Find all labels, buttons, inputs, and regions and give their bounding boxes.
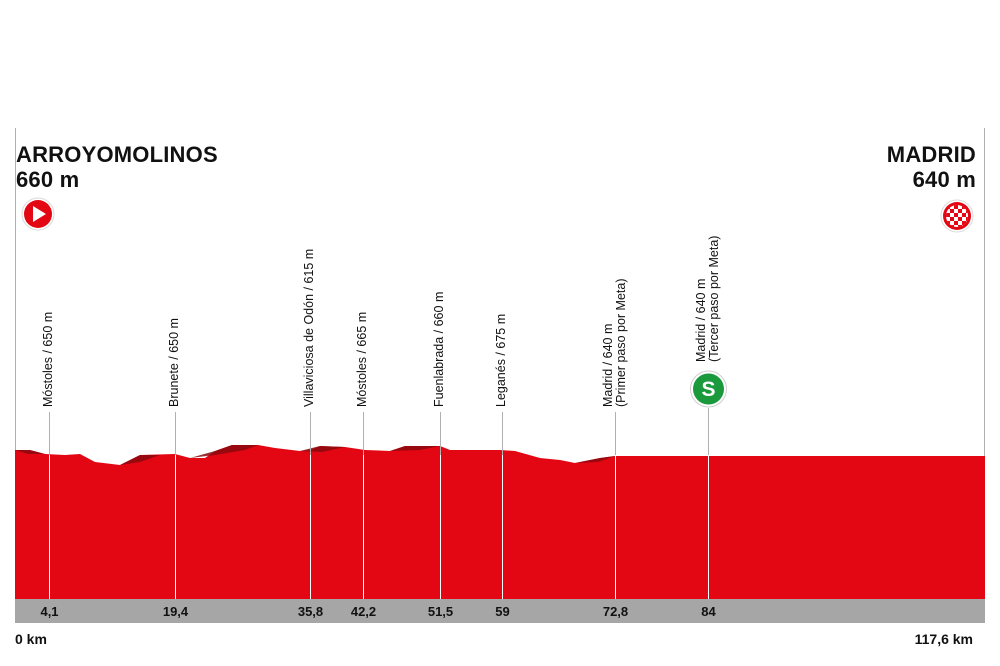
waypoint-km: 19,4 xyxy=(162,604,189,619)
profile-shade-0 xyxy=(120,455,160,465)
profile-shade-1 xyxy=(190,445,258,458)
profile-shade-5 xyxy=(15,450,45,454)
start-name: ARROYOMOLINOS xyxy=(16,142,218,167)
start-altitude: 660 m xyxy=(16,167,80,192)
waypoint-label: Fuenlabrada / 660 m xyxy=(432,291,446,407)
sprint-icon xyxy=(693,373,724,405)
sprint-letter: S xyxy=(701,378,715,401)
waypoint-km: 35,8 xyxy=(297,604,324,619)
waypoint-label: Brunete / 650 m xyxy=(167,318,181,407)
waypoint-km: 51,5 xyxy=(427,604,454,619)
profile-shade-3 xyxy=(390,446,440,451)
waypoint-label: Madrid / 640 m (Tercer paso por Meta) xyxy=(693,235,721,362)
waypoint-km: 59 xyxy=(495,604,510,619)
finish-name: MADRID xyxy=(886,142,976,167)
waypoint-label: Villaviciosa de Odón / 615 m xyxy=(302,248,316,407)
km-bar xyxy=(15,599,985,623)
start-distance: 0 km xyxy=(15,631,47,647)
finish-distance: 117,6 km xyxy=(914,631,973,647)
waypoint-label: Móstoles / 650 m xyxy=(41,311,55,407)
waypoint-km: 4,1 xyxy=(40,604,59,619)
start-arrow-icon xyxy=(21,197,55,231)
checkered-flag-icon xyxy=(940,199,974,233)
profile-shade-4 xyxy=(575,456,615,463)
waypoint-label: Madrid / 640 m (Primer paso por Meta) xyxy=(600,278,628,407)
waypoint-label: Móstoles / 665 m xyxy=(355,311,369,407)
waypoint-km: 42,2 xyxy=(350,604,377,619)
profile-shade-2 xyxy=(300,446,345,452)
waypoint-label: Leganés / 675 m xyxy=(494,313,508,407)
finish-altitude: 640 m xyxy=(912,167,976,192)
waypoint-km: 84 xyxy=(701,604,716,619)
profile-area xyxy=(15,445,985,599)
waypoint-km: 72,8 xyxy=(602,604,629,619)
